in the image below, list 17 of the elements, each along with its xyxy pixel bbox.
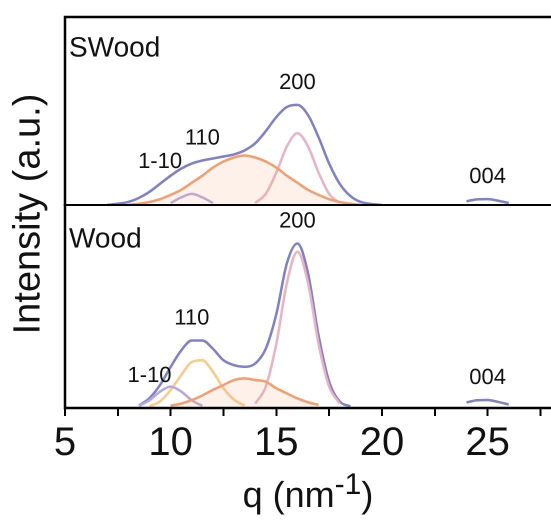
- x-tick-label: 5: [54, 420, 76, 464]
- annotation: 004: [469, 163, 506, 188]
- annotation: 004: [469, 364, 506, 389]
- annotation: 200: [279, 68, 316, 94]
- annotation: 1-10: [138, 148, 182, 173]
- x-tick-label: 10: [148, 420, 193, 464]
- y-axis-title: Intensity (a.u.): [6, 94, 50, 334]
- annotation: 1-10: [128, 362, 172, 388]
- x-tick-label: 15: [254, 420, 299, 464]
- annotation: 110: [174, 304, 210, 330]
- chart-title: Wood: [69, 222, 142, 254]
- annotation: 110: [184, 124, 220, 150]
- annotation: 200: [279, 208, 316, 233]
- chart-title: SWood: [69, 32, 160, 63]
- x-axis-title: q (nm$^{-1}$): [242, 468, 374, 516]
- x-tick-label: 20: [360, 420, 404, 464]
- x-tick-label: 25: [465, 420, 510, 464]
